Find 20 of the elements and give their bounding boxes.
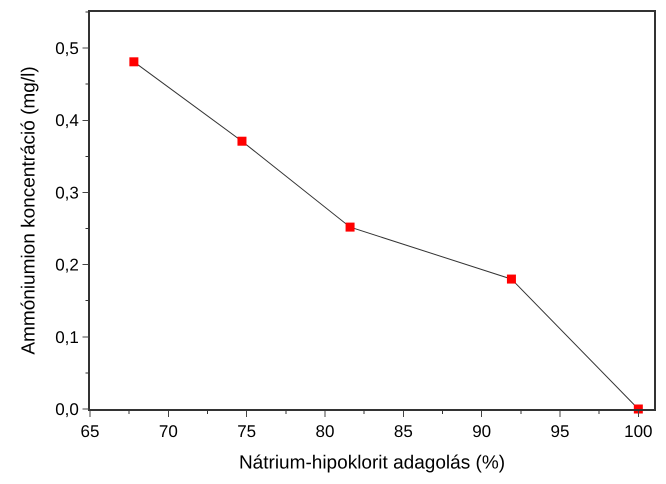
y-tick-label: 0,3 [55, 183, 79, 202]
y-tick-label: 0,0 [55, 400, 79, 419]
y-tick-label: 0,2 [55, 256, 79, 275]
x-tick-label: 75 [237, 422, 256, 442]
point [506, 274, 516, 284]
y-axis-title: Ammóniumion koncentráció (mg/l) [18, 66, 40, 355]
x-tick-label: 100 [624, 422, 653, 442]
point [237, 136, 246, 146]
y-tick-label: 0,5 [55, 39, 79, 58]
x-tick-label: 65 [80, 422, 100, 442]
x-tick-label: 85 [394, 422, 413, 442]
x-tick-label: 70 [158, 422, 178, 442]
x-tick-label: 80 [316, 422, 334, 442]
x-tick-label: 95 [550, 422, 570, 442]
point [346, 222, 355, 232]
x-tick-label: 90 [472, 422, 492, 442]
point [129, 57, 138, 66]
y-tick-label: 0,1 [55, 328, 79, 347]
x-axis-title: Nátrium-hipoklorit adagolás (%) [238, 452, 506, 474]
y-tick-label: 0,4 [55, 111, 79, 130]
